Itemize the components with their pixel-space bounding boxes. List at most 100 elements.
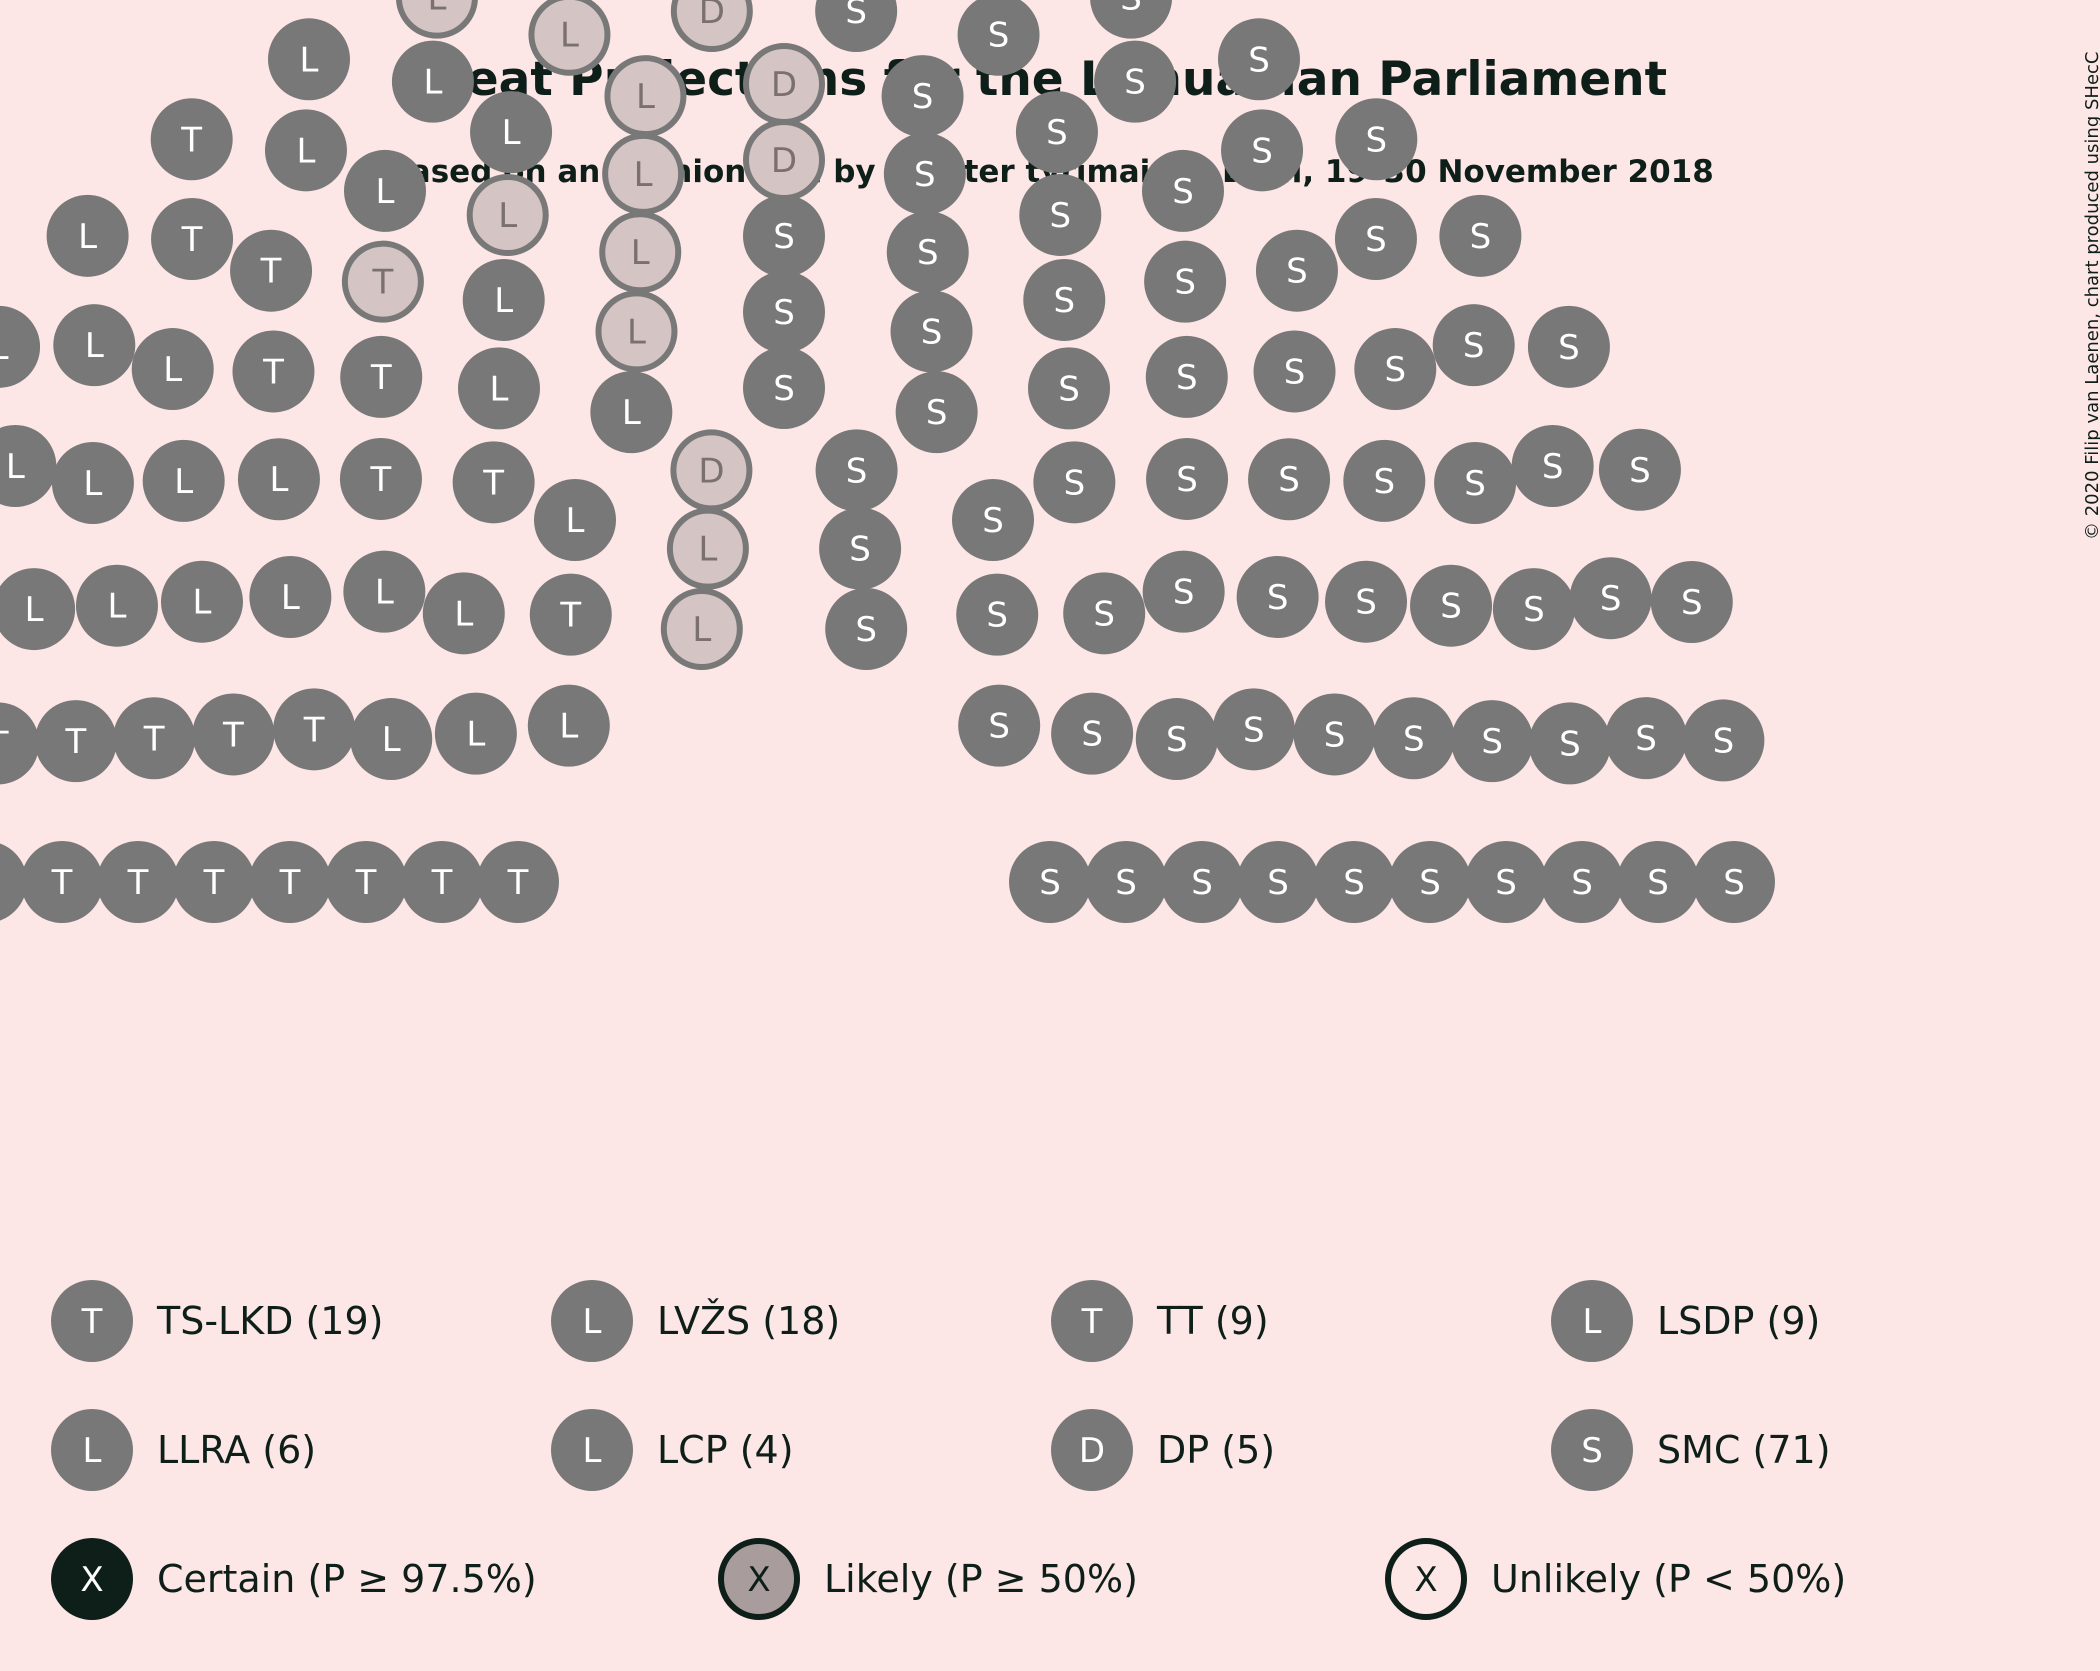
seat-smc: S	[1094, 40, 1177, 123]
svg-text:T: T	[431, 863, 453, 903]
seat-llra: L	[660, 588, 743, 671]
seat-dp: D	[743, 119, 825, 201]
seat-ts-lkd: T	[173, 841, 255, 923]
svg-text:L: L	[692, 610, 711, 650]
svg-text:S: S	[1629, 451, 1651, 491]
seat-lv-s: L	[0, 425, 57, 508]
svg-text:L: L	[192, 583, 211, 623]
seat-lv-s: L	[237, 438, 320, 521]
seat-smc: S	[1465, 841, 1547, 923]
svg-text:L: L	[25, 590, 44, 630]
svg-text:L: L	[560, 16, 579, 56]
svg-text:S: S	[1635, 719, 1657, 759]
svg-text:L: L	[174, 462, 193, 502]
svg-text:S: S	[855, 610, 877, 650]
svg-text:S: S	[1053, 281, 1075, 321]
seat-ts-lkd: T	[192, 693, 275, 776]
svg-text:S: S	[926, 393, 948, 433]
svg-text:L: L	[494, 281, 513, 321]
seat-lv-s: L	[343, 550, 426, 633]
svg-text:S: S	[1681, 583, 1703, 623]
seat-lv-s: L	[422, 572, 505, 655]
seat-smc: S	[819, 507, 902, 590]
svg-text:S: S	[1173, 573, 1195, 613]
seat-smc: S	[1063, 572, 1146, 655]
seat-smc: S	[815, 0, 898, 52]
legend-item-lsdp: L LSDP (9)	[1551, 1280, 1820, 1362]
seat-ts-lkd: T	[21, 841, 103, 923]
seat-smc: S	[1142, 550, 1225, 633]
svg-text:T: T	[51, 863, 73, 903]
svg-text:L: L	[375, 573, 394, 613]
seat-smc: S	[1528, 702, 1611, 785]
seat-ts-lkd: T	[0, 843, 27, 921]
seat-smc: S	[815, 429, 898, 512]
seat-ts-lkd: T	[249, 841, 331, 923]
svg-text:T: T	[303, 710, 325, 750]
svg-text:S: S	[1355, 583, 1377, 623]
svg-text:L: L	[583, 1302, 602, 1342]
seat-lv-s: L	[142, 439, 225, 522]
svg-text:S: S	[1124, 63, 1146, 103]
svg-text:T: T	[81, 1302, 103, 1342]
status-legend: X Certain (P ≥ 97.5%) X Likely (P ≥ 50%) X Un…	[51, 1538, 1846, 1620]
svg-text:S: S	[1120, 0, 1142, 19]
seat-smc: S	[956, 573, 1039, 656]
legend-label: SMC (71)	[1657, 1428, 1831, 1472]
seat-llra: L	[595, 290, 678, 373]
legend-item-lv-s: L LVŽS (18)	[551, 1280, 840, 1362]
seat-lv-s: L	[53, 304, 136, 387]
svg-text:L: L	[85, 326, 104, 366]
seat-smc: S	[1142, 149, 1224, 232]
seat-smc: S	[1090, 0, 1172, 39]
svg-text:T: T	[371, 263, 393, 303]
svg-text:S: S	[1723, 863, 1745, 903]
seat-smc: S	[1569, 557, 1652, 640]
svg-text:D: D	[771, 141, 797, 181]
seat-lsdp: L	[462, 258, 545, 341]
svg-text:L: L	[427, 0, 446, 19]
svg-text:L: L	[0, 328, 9, 368]
svg-text:L: L	[300, 40, 319, 80]
svg-text:S: S	[1713, 721, 1735, 761]
svg-text:T: T	[507, 863, 529, 903]
svg-text:S: S	[845, 0, 867, 32]
svg-text:L: L	[466, 715, 485, 755]
svg-text:S: S	[988, 16, 1010, 56]
svg-text:S: S	[1093, 594, 1115, 634]
svg-text:L: L	[107, 587, 126, 627]
svg-text:S: S	[1166, 720, 1188, 760]
seat-smc: S	[1598, 428, 1681, 511]
seat-smc: S	[883, 132, 966, 215]
svg-text:S: S	[1243, 710, 1265, 750]
svg-text:S: S	[1115, 863, 1137, 903]
legend-item-lcp: L LCP (4)	[551, 1409, 794, 1491]
svg-text:S: S	[1419, 863, 1441, 903]
legend-swatch	[51, 1409, 133, 1491]
seat-smc: S	[1144, 240, 1227, 323]
seat-smc: S	[1313, 841, 1395, 923]
svg-text:S: S	[1600, 579, 1622, 619]
svg-text:S: S	[982, 501, 1004, 541]
svg-text:S: S	[1559, 724, 1581, 764]
seat-lsdp: L	[391, 40, 474, 123]
seat-tt: T	[150, 98, 233, 181]
seat-tt: T	[339, 437, 422, 520]
svg-text:L: L	[502, 113, 521, 153]
svg-text:T: T	[482, 463, 504, 503]
seat-smc: S	[1221, 109, 1304, 192]
svg-text:T: T	[143, 719, 165, 759]
svg-text:S: S	[1046, 113, 1068, 153]
legend-swatch	[551, 1409, 633, 1491]
legend-swatch	[1551, 1409, 1633, 1491]
svg-text:S: S	[1523, 590, 1545, 630]
seat-llra: L	[590, 371, 673, 454]
svg-text:D: D	[1079, 1431, 1105, 1471]
seat-smc: S	[1248, 438, 1331, 521]
svg-text:T: T	[370, 358, 392, 398]
seat-tt: T	[341, 240, 424, 323]
svg-text:S: S	[1064, 463, 1086, 503]
legend-label: LLRA (6)	[157, 1428, 316, 1472]
seat-smc: S	[1253, 330, 1336, 413]
seat-smc: S	[1019, 173, 1102, 256]
